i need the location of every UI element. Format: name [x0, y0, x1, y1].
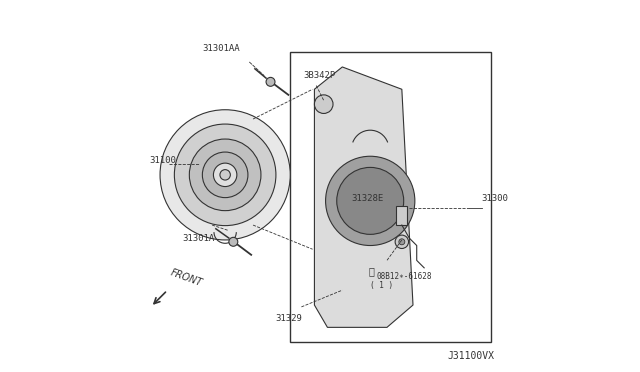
Text: 31100: 31100 [149, 156, 176, 165]
Text: 31301A: 31301A [182, 234, 214, 243]
Circle shape [266, 77, 275, 86]
Circle shape [314, 95, 333, 113]
Circle shape [395, 235, 408, 248]
Bar [291, 52, 491, 342]
Circle shape [220, 170, 230, 180]
Text: 31328E: 31328E [351, 194, 384, 203]
Circle shape [189, 139, 261, 211]
Circle shape [229, 237, 238, 246]
Circle shape [160, 110, 291, 240]
Text: 08B12∗-61628: 08B12∗-61628 [376, 272, 432, 281]
Text: Ⓑ: Ⓑ [368, 267, 374, 276]
Bar [396, 206, 408, 225]
Text: FRONT: FRONT [170, 267, 204, 288]
Polygon shape [314, 67, 413, 327]
Text: 31329: 31329 [275, 314, 302, 323]
Text: J31100VX: J31100VX [448, 351, 495, 361]
Circle shape [213, 163, 237, 187]
Circle shape [399, 239, 405, 245]
Text: ( 1 ): ( 1 ) [370, 281, 393, 290]
Text: 3B342P: 3B342P [303, 71, 335, 80]
Circle shape [337, 167, 404, 234]
Circle shape [202, 152, 248, 198]
Text: 31301AA: 31301AA [202, 44, 240, 53]
Circle shape [326, 156, 415, 246]
Circle shape [174, 124, 276, 225]
Text: 31300: 31300 [482, 194, 509, 203]
